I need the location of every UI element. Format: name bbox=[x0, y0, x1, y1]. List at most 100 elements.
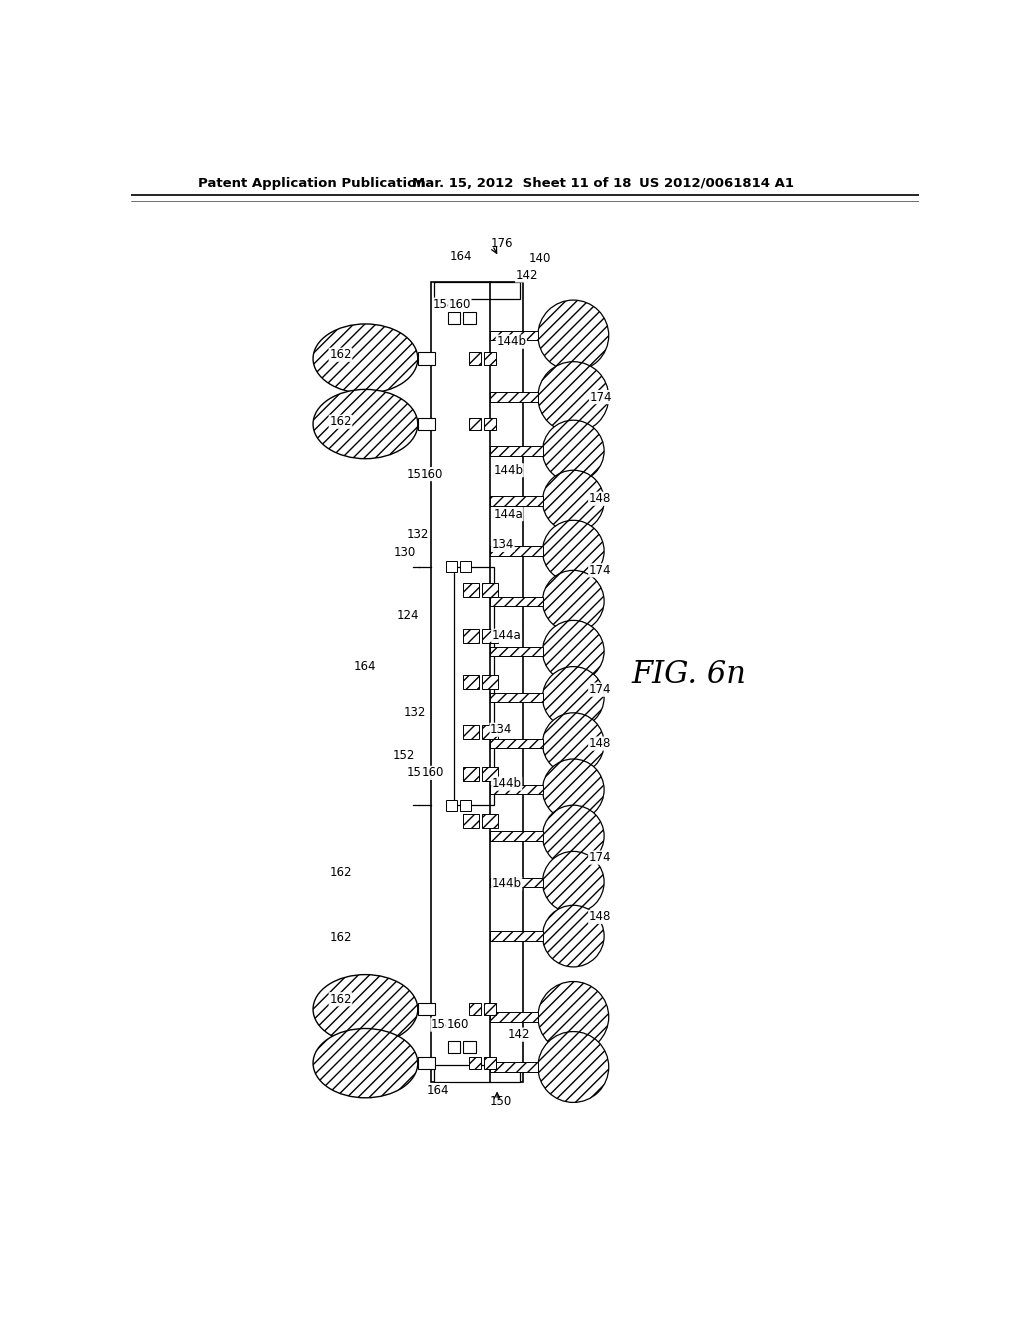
Bar bbox=[460, 800, 471, 810]
Bar bbox=[454, 566, 494, 805]
Bar bbox=[490, 878, 543, 887]
Text: 164: 164 bbox=[354, 660, 377, 673]
Text: 142: 142 bbox=[508, 1028, 530, 1041]
Bar bbox=[463, 1040, 475, 1053]
Bar bbox=[484, 418, 497, 430]
Text: 162: 162 bbox=[330, 993, 351, 1006]
Circle shape bbox=[543, 620, 604, 682]
Text: 130: 130 bbox=[394, 546, 416, 560]
Text: 148: 148 bbox=[589, 911, 611, 924]
Bar bbox=[469, 352, 481, 364]
Circle shape bbox=[543, 470, 604, 532]
Bar bbox=[463, 312, 475, 323]
Bar bbox=[490, 832, 543, 841]
Text: 164: 164 bbox=[427, 1084, 450, 1097]
Text: 134: 134 bbox=[492, 539, 514, 552]
Circle shape bbox=[538, 362, 608, 433]
Bar bbox=[490, 739, 543, 748]
Circle shape bbox=[543, 520, 604, 582]
Circle shape bbox=[543, 420, 604, 482]
Ellipse shape bbox=[313, 389, 418, 459]
Bar bbox=[482, 582, 498, 597]
Bar bbox=[463, 582, 478, 597]
Text: 158: 158 bbox=[407, 467, 428, 480]
Bar bbox=[434, 1065, 520, 1082]
Circle shape bbox=[538, 300, 608, 371]
Bar bbox=[446, 561, 457, 572]
Bar bbox=[446, 800, 457, 810]
Bar bbox=[490, 1063, 538, 1072]
Text: 144b: 144b bbox=[494, 463, 523, 477]
Bar bbox=[418, 352, 435, 364]
Bar bbox=[490, 546, 543, 556]
Text: 162: 162 bbox=[330, 931, 351, 944]
Text: 160: 160 bbox=[446, 1018, 469, 1031]
Bar bbox=[490, 932, 543, 941]
Text: 160: 160 bbox=[422, 767, 444, 779]
Text: 174: 174 bbox=[589, 684, 611, 696]
Text: 162: 162 bbox=[330, 866, 351, 879]
Text: 144b: 144b bbox=[492, 878, 521, 890]
Text: 148: 148 bbox=[589, 737, 611, 750]
Bar bbox=[490, 392, 538, 401]
Text: 176: 176 bbox=[490, 236, 513, 249]
Bar bbox=[447, 1040, 460, 1053]
Circle shape bbox=[538, 1032, 608, 1102]
Bar bbox=[418, 1057, 435, 1069]
Bar bbox=[490, 693, 543, 702]
Text: 152: 152 bbox=[392, 748, 415, 762]
Circle shape bbox=[543, 570, 604, 632]
Text: 144a: 144a bbox=[494, 508, 523, 520]
Bar bbox=[447, 312, 460, 323]
Circle shape bbox=[543, 713, 604, 775]
Text: 158: 158 bbox=[431, 1018, 453, 1031]
Text: FIG. 6n: FIG. 6n bbox=[631, 659, 745, 690]
Text: 164: 164 bbox=[451, 251, 473, 264]
Bar bbox=[482, 675, 498, 689]
Text: 148: 148 bbox=[589, 492, 611, 506]
Bar bbox=[463, 725, 478, 739]
Bar bbox=[484, 1003, 497, 1015]
Text: 174: 174 bbox=[590, 391, 612, 404]
Text: 162: 162 bbox=[330, 348, 351, 362]
Bar bbox=[490, 446, 543, 455]
Bar bbox=[482, 767, 498, 781]
Text: 160: 160 bbox=[449, 298, 471, 312]
Bar bbox=[418, 1003, 435, 1015]
Bar bbox=[490, 1012, 538, 1022]
Bar bbox=[490, 785, 543, 795]
Text: 142: 142 bbox=[515, 269, 538, 282]
Ellipse shape bbox=[313, 974, 418, 1044]
Text: 174: 174 bbox=[589, 851, 611, 865]
Bar bbox=[484, 352, 497, 364]
Bar bbox=[463, 628, 478, 643]
Circle shape bbox=[543, 851, 604, 913]
Bar bbox=[490, 647, 543, 656]
Bar bbox=[469, 1057, 481, 1069]
Bar bbox=[463, 675, 478, 689]
Circle shape bbox=[543, 667, 604, 729]
Bar bbox=[469, 1003, 481, 1015]
Bar bbox=[482, 813, 498, 828]
Text: 150: 150 bbox=[489, 1096, 512, 1109]
Bar bbox=[482, 628, 498, 643]
Circle shape bbox=[543, 805, 604, 867]
Text: 144b: 144b bbox=[497, 335, 526, 348]
Circle shape bbox=[538, 982, 608, 1052]
Bar bbox=[490, 331, 538, 341]
Circle shape bbox=[543, 759, 604, 821]
Text: US 2012/0061814 A1: US 2012/0061814 A1 bbox=[639, 177, 794, 190]
Text: 174: 174 bbox=[589, 564, 611, 577]
Bar bbox=[418, 418, 435, 430]
Bar bbox=[490, 597, 543, 606]
Text: 158: 158 bbox=[407, 767, 428, 779]
Bar bbox=[431, 281, 523, 1082]
Bar bbox=[469, 418, 481, 430]
Text: 158: 158 bbox=[433, 298, 456, 312]
Text: 134: 134 bbox=[490, 723, 513, 737]
Text: 140: 140 bbox=[528, 252, 551, 265]
Text: 132: 132 bbox=[403, 706, 426, 719]
Ellipse shape bbox=[313, 1028, 418, 1098]
Text: Patent Application Publication: Patent Application Publication bbox=[199, 177, 426, 190]
Text: 162: 162 bbox=[330, 416, 351, 428]
